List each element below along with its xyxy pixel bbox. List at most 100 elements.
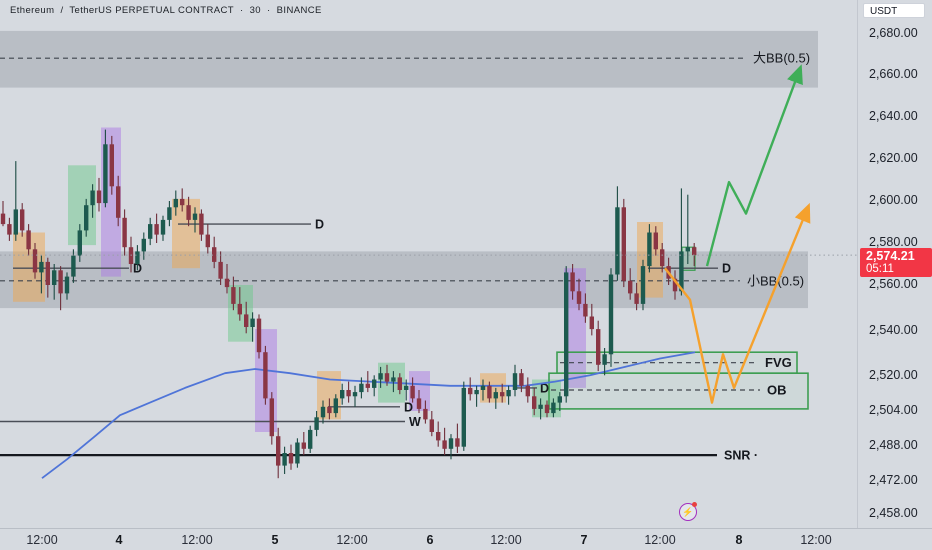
candle-body	[423, 408, 428, 420]
candle-body	[576, 291, 582, 304]
symbol-info[interactable]: Ethereum / TetherUS PERPETUAL CONTRACT ·…	[10, 5, 325, 16]
candle-body	[71, 255, 76, 277]
symbol-name[interactable]: Ethereum	[10, 5, 55, 16]
price-axis-tick: 2,560.00	[869, 277, 918, 291]
candle-body	[551, 402, 556, 414]
level-label: 小BB(0.5)	[747, 273, 804, 288]
candle-body	[148, 224, 153, 239]
candle-body	[672, 278, 678, 292]
time-axis-tick: 7	[580, 533, 588, 547]
candle-body	[391, 377, 396, 382]
candle-body	[512, 373, 518, 390]
last-price-label: 2,574.21 05:11	[860, 248, 932, 278]
candle-body	[141, 238, 146, 252]
candle-body	[378, 373, 383, 380]
time-axis-tick: 6	[426, 533, 434, 547]
candle-body	[96, 190, 102, 204]
candle-body	[410, 385, 415, 399]
candle-body	[685, 247, 690, 252]
candle-body	[327, 406, 332, 414]
events-lightning-icon[interactable]: ⚡	[679, 502, 697, 521]
time-axis-tick: 8	[735, 533, 743, 547]
candle-body	[493, 392, 498, 399]
time-axis-tick: 12:00	[490, 533, 522, 547]
candle-body	[660, 249, 665, 267]
candle-body	[250, 318, 255, 327]
line-label: W	[409, 415, 421, 429]
price-axis[interactable]: USDT 2,680.00 2,660.00 2,640.00 2,620.00 2,6…	[857, 0, 932, 528]
candle-body	[397, 377, 402, 390]
candle-body	[244, 314, 249, 327]
candle-body	[487, 385, 492, 399]
candle-body	[474, 390, 479, 395]
line-label: D	[540, 381, 549, 395]
candle-body	[436, 432, 441, 441]
candle-body	[608, 274, 614, 355]
candle-body	[20, 209, 25, 231]
currency-toggle-button[interactable]: USDT	[863, 3, 925, 18]
interval-value[interactable]: 30	[249, 5, 261, 16]
candle-body	[269, 398, 274, 437]
ob-box[interactable]	[548, 372, 809, 410]
candle-body	[532, 396, 537, 409]
price-axis-tick: 2,458.00	[869, 506, 918, 520]
candle-body	[455, 438, 460, 447]
last-price-value: 2,574.21	[866, 249, 915, 264]
candle-body	[564, 272, 569, 397]
candle-body	[116, 186, 121, 218]
candle-body	[301, 442, 306, 449]
candle-body	[295, 442, 300, 464]
candle-body	[173, 198, 178, 208]
projection-arrow-orange[interactable]	[664, 202, 811, 404]
time-axis[interactable]: 12:00 4 12:00 5 12:00 6 12:00 7 12:00 8 12:00	[0, 528, 932, 550]
candle-body	[480, 385, 486, 390]
projection-arrow-green[interactable]	[705, 64, 803, 267]
lightning-glyph: ⚡	[679, 503, 697, 521]
exchange-name[interactable]: BINANCE	[276, 5, 322, 16]
price-axis-tick: 2,504.00	[869, 403, 918, 417]
candle-body	[90, 190, 95, 206]
candle-body	[180, 198, 185, 206]
price-axis-tick: 2,620.00	[869, 151, 918, 165]
contract-name[interactable]: TetherUS PERPETUAL CONTRACT	[69, 5, 234, 16]
candle-body	[448, 438, 454, 449]
candle-body	[103, 144, 108, 204]
candle-body	[468, 387, 473, 395]
price-axis-tick: 2,520.00	[869, 368, 918, 382]
candle-body	[461, 387, 466, 447]
candle-body	[256, 318, 262, 353]
time-axis-tick: 12:00	[26, 533, 58, 547]
candle-body	[557, 396, 562, 403]
candle-body	[199, 213, 204, 235]
candle-body	[288, 453, 294, 464]
candle-body	[384, 373, 390, 382]
candle-body	[634, 293, 639, 304]
candle-body	[647, 232, 652, 267]
candle-body	[653, 232, 658, 250]
candle-body	[45, 261, 50, 285]
symbol-separator: /	[60, 5, 64, 16]
candle-body	[615, 207, 620, 275]
line-label: SNR ·	[724, 449, 758, 463]
ma-line[interactable]	[41, 351, 696, 479]
candle-body	[314, 417, 319, 430]
time-axis-tick: 12:00	[336, 533, 368, 547]
candle-body	[365, 383, 370, 388]
candle-body	[192, 213, 198, 220]
price-axis-tick: 2,600.00	[869, 193, 918, 207]
candle-body	[679, 251, 684, 292]
candle-body	[276, 436, 281, 466]
candle-body	[404, 385, 409, 390]
candle-body	[525, 385, 530, 397]
candle-body	[282, 453, 287, 466]
candle-body	[519, 373, 524, 386]
candle-body	[589, 316, 594, 330]
candle-body	[583, 303, 588, 317]
candle-body	[205, 234, 210, 248]
candle-body	[596, 329, 601, 365]
candle-body	[0, 213, 6, 225]
candle-body	[167, 207, 172, 220]
dot-separator: ·	[267, 5, 271, 16]
